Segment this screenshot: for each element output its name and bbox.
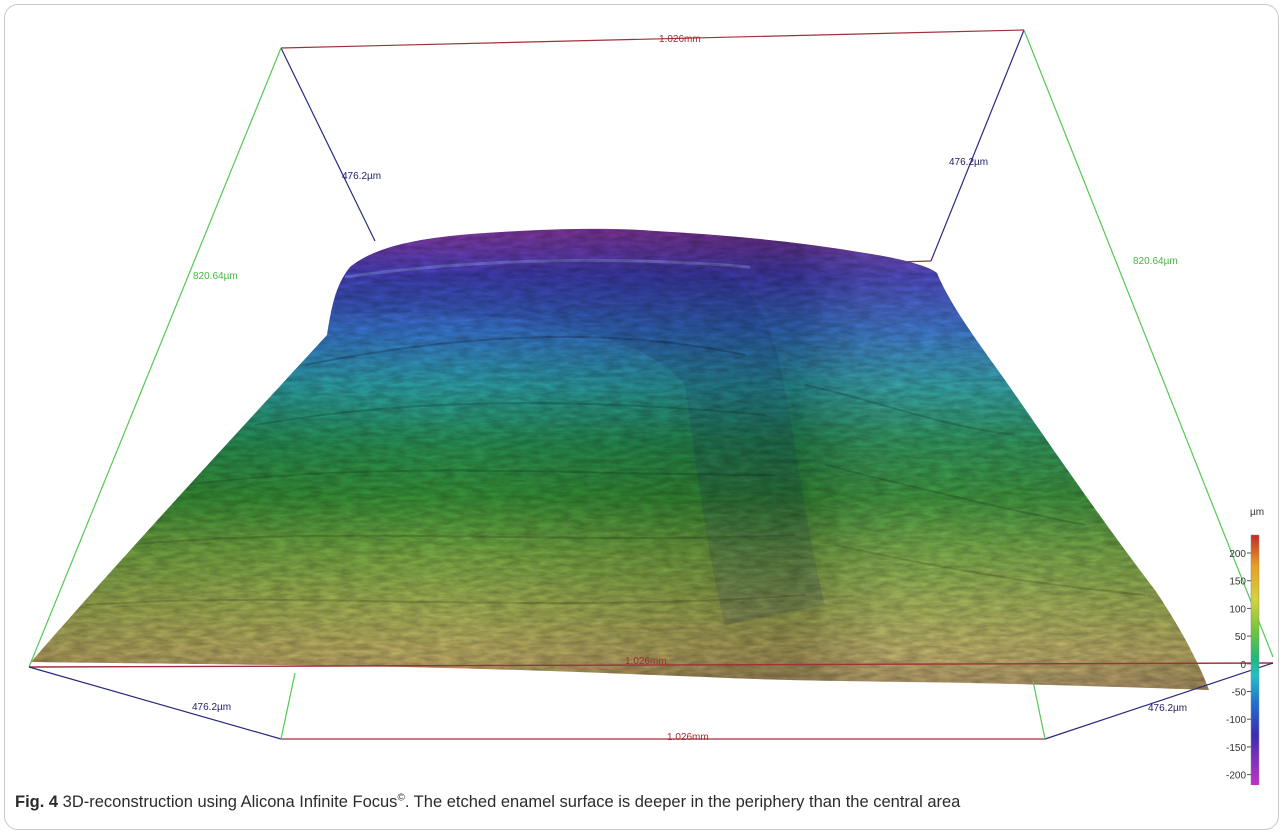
colorbar-ticks: 200 150 100 50 0 -50 -100 -150 -200: [1226, 549, 1251, 782]
height-edge-left: [28, 47, 282, 668]
height-left-label: 820.64µm: [193, 271, 238, 282]
depth-bottom-right-label: 476.2µm: [1148, 703, 1187, 714]
box-front-left-vertical: [280, 672, 296, 740]
box-top-back-edge: [280, 29, 1025, 49]
box-front-right-edge: [1044, 662, 1274, 740]
height-right-label: 820.64µm: [1133, 256, 1178, 267]
colorbar-gradient: [1250, 534, 1260, 785]
caption-text-before: 3D-reconstruction using Alicona Infinite…: [58, 793, 398, 811]
depth-bottom-left-label: 476.2µm: [192, 702, 231, 713]
box-back-left-vertical-edge: [280, 47, 376, 242]
box-front-left-edge: [28, 666, 282, 740]
figure-frame: 1.026mm 1.026mm 1.026mm 476.2µm 476.2µm …: [4, 4, 1279, 830]
colorbar: µm 200 150 100 50 0 -50 -100 -150 -200: [1226, 507, 1264, 785]
depth-top-right-label: 476.2µm: [949, 157, 988, 168]
copyright-mark: ©: [397, 792, 405, 804]
colorbar-tick-label: 100: [1229, 604, 1246, 615]
baseline-width-edge: [28, 662, 1274, 668]
box-back-right-vertical-edge: [930, 29, 1025, 262]
width-bottom-label: 1.026mm: [667, 732, 709, 743]
colorbar-tick-label: 0: [1240, 660, 1246, 671]
width-top-label: 1.026mm: [659, 34, 701, 45]
colorbar-unit: µm: [1250, 507, 1264, 518]
enamel-surface: [31, 228, 1209, 691]
figure-caption: Fig. 4 3D-reconstruction using Alicona I…: [15, 793, 1275, 812]
colorbar-tick-label: -200: [1226, 771, 1246, 782]
reconstruction-figure: 1.026mm 1.026mm 1.026mm 476.2µm 476.2µm …: [28, 29, 1274, 785]
width-baseline-label: 1.026mm: [625, 656, 667, 667]
colorbar-tick-label: -100: [1226, 715, 1246, 726]
colorbar-tick-label: 50: [1235, 632, 1247, 643]
caption-text-after: . The etched enamel surface is deeper in…: [404, 793, 961, 811]
colorbar-tick-label: 150: [1229, 577, 1246, 588]
figure-label: Fig. 4: [15, 793, 59, 811]
box-front-right-vertical: [1032, 680, 1046, 740]
height-edge-right: [1023, 29, 1274, 658]
colorbar-tick-label: 200: [1229, 549, 1246, 560]
colorbar-tick-label: -50: [1232, 688, 1247, 699]
colorbar-tick-label: -150: [1226, 743, 1246, 754]
depth-top-left-label: 476.2µm: [342, 171, 381, 182]
